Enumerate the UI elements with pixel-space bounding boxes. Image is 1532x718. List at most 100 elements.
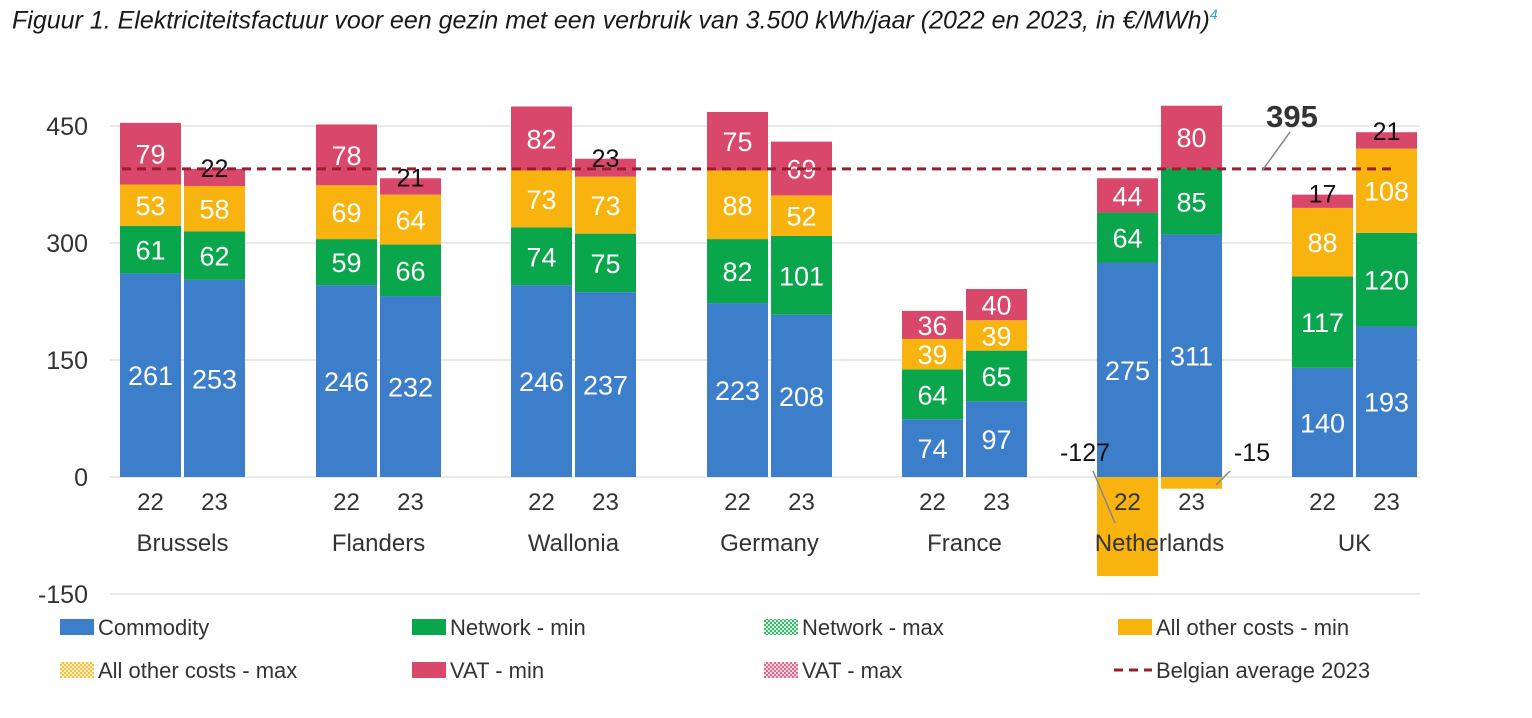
data-label: 253 [192, 364, 237, 394]
reference-value-label: 395 [1266, 99, 1318, 134]
bar-segment-network-min [902, 369, 963, 420]
data-label: 59 [331, 248, 361, 278]
legend-label: All other costs - max [98, 658, 297, 683]
bar-segment-network-min [120, 225, 181, 274]
legend-swatch [764, 619, 798, 635]
bar-segment-commodity [1356, 326, 1417, 477]
bar-segment-commodity [1292, 367, 1353, 477]
data-label: 120 [1364, 266, 1409, 296]
x-year-label: 23 [1178, 489, 1205, 516]
bar-segment-all-other-costs-min [380, 194, 441, 245]
bar-segment-commodity [511, 285, 572, 477]
bar-segment-network-min [575, 233, 636, 293]
bar-segment-all-other-costs-min [511, 170, 572, 228]
y-tick-label: 150 [46, 347, 88, 375]
bar-segment-vat-min [966, 289, 1027, 321]
data-label: 73 [590, 191, 620, 221]
bar-segment-network-min [966, 350, 1027, 402]
data-label: 237 [583, 371, 628, 401]
data-label: 65 [981, 362, 1011, 392]
data-label: 85 [1176, 187, 1206, 217]
data-label: 40 [981, 291, 1011, 321]
bar-segment-network-min [1356, 232, 1417, 327]
data-label: 75 [722, 127, 752, 157]
legend-label: VAT - min [450, 658, 544, 683]
x-year-label: 23 [983, 489, 1010, 516]
data-label: 208 [779, 382, 824, 412]
bar-segment-commodity [575, 292, 636, 477]
data-label: 78 [331, 141, 361, 171]
x-group-label: Netherlands [1095, 530, 1224, 557]
data-label: -15 [1234, 439, 1270, 467]
bar-segment-network-min [380, 244, 441, 297]
legend-swatch [412, 619, 446, 635]
bar-segment-all-other-costs-min [575, 176, 636, 234]
data-label: 74 [526, 242, 556, 272]
bar-segment-commodity [316, 285, 377, 477]
legend: Commodity Network - min Network - max All o… [60, 615, 1370, 683]
x-group-label: UK [1338, 530, 1371, 557]
caption-text: Figuur 1. Elektriciteitsfactuur voor een… [12, 6, 1210, 35]
data-label: 53 [135, 191, 165, 221]
data-label: 36 [917, 311, 947, 341]
bar-segment-commodity [1161, 234, 1222, 477]
bar-segment-network-min [1097, 212, 1158, 263]
x-year-label: 23 [1373, 489, 1400, 516]
bar-segment-network-min [511, 227, 572, 286]
data-label: 64 [395, 206, 425, 236]
legend-label: Commodity [98, 615, 209, 640]
data-label: 275 [1105, 356, 1150, 386]
bar-segment-commodity [380, 296, 441, 477]
legend-label: Network - min [450, 615, 586, 640]
data-label: 140 [1300, 408, 1345, 438]
bar-segment-commodity [707, 303, 768, 477]
legend-label: Belgian average 2023 [1156, 658, 1370, 683]
x-year-label: 22 [1114, 489, 1141, 516]
bar-segment-vat-min [902, 310, 963, 339]
x-group-label: Flanders [332, 530, 425, 557]
bar-segment-network-min [316, 239, 377, 286]
label-leader-line [1092, 470, 1116, 524]
label-leader-line [1215, 470, 1231, 486]
data-label: 80 [1176, 123, 1206, 153]
bar-segment-commodity [902, 419, 963, 477]
x-year-label: 23 [592, 489, 619, 516]
y-tick-label: 450 [46, 113, 88, 141]
bar-segment-vat-min [707, 111, 768, 171]
bar-segment-all-other-costs-min [184, 186, 245, 232]
legend-label: VAT - max [802, 658, 902, 683]
data-label: 193 [1364, 388, 1409, 418]
data-label: 232 [388, 373, 433, 403]
bar-segment-network-min [771, 235, 832, 315]
data-label: 261 [128, 361, 173, 391]
x-year-label: 22 [1309, 489, 1336, 516]
legend-label: Network - max [802, 615, 944, 640]
x-year-label: 22 [137, 489, 164, 516]
data-label: 52 [786, 202, 816, 232]
bar-segment-commodity [771, 314, 832, 477]
data-label: 246 [519, 367, 564, 397]
bar-segment-vat-min [316, 124, 377, 186]
y-tick-label: -150 [38, 581, 88, 609]
bar-segment-all-other-costs-min [1356, 148, 1417, 233]
data-label: 66 [395, 256, 425, 286]
data-label: 61 [135, 236, 165, 266]
y-tick-label: 0 [74, 464, 88, 492]
data-label: -127 [1060, 439, 1110, 467]
data-label: 88 [1307, 228, 1337, 258]
data-label: 39 [981, 321, 1011, 351]
data-label: 82 [526, 124, 556, 154]
bar-segment-network-min [1292, 276, 1353, 368]
reference-line-group: 395 [122, 99, 1392, 172]
bar-segment-vat-min [1161, 105, 1222, 169]
bar-segment-vat-min [120, 122, 181, 185]
bar-segment-commodity [120, 273, 181, 477]
bar-segment-vat-min [380, 178, 441, 195]
caption-footnote: 4 [1209, 6, 1218, 22]
x-year-label: 22 [919, 489, 946, 516]
data-label: 101 [779, 261, 824, 291]
bar-segment-all-other-costs-min [1161, 477, 1222, 489]
bar-segment-network-min [1161, 168, 1222, 235]
data-label: 246 [324, 367, 369, 397]
